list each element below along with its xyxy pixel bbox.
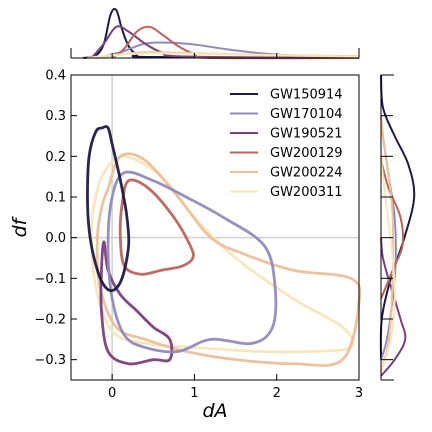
legend-label: GW200224 [270, 166, 343, 181]
y-tick-label: −0.3 [34, 353, 66, 368]
legend-label: GW190521 [270, 127, 343, 142]
joint-frame [70, 74, 360, 381]
top-marginal-panel [70, 7, 360, 60]
contour-GW150914 [86, 125, 131, 292]
x-tick-label: 0 [108, 386, 116, 401]
y-tick-label: 0.0 [45, 231, 66, 246]
y-tick-label: 0.1 [45, 191, 66, 206]
legend-entry: GW200224 [230, 166, 343, 181]
legend-label: GW200129 [270, 146, 343, 161]
legend-entry: GW150914 [230, 88, 343, 103]
legend-entry: GW170104 [230, 107, 343, 122]
y-axis-label: df [9, 215, 31, 237]
marginal-y-GW190521 [380, 237, 407, 377]
contour-GW190521 [99, 240, 174, 366]
y-tick-label: 0.4 [45, 69, 66, 84]
contour-GW170104 [106, 170, 278, 354]
y-tick-label: 0.3 [45, 109, 66, 124]
contour-GW200129 [118, 178, 195, 276]
legend-entry: GW200311 [230, 185, 343, 200]
x-tick-label: 2 [273, 386, 281, 401]
right-marginal-panel [379, 74, 416, 381]
marginal-x-GW150914 [83, 7, 360, 59]
legend-label: GW170104 [270, 107, 343, 122]
x-axis-label: dA [202, 400, 227, 422]
marginal-y-GW200224 [380, 115, 395, 373]
y-tick-label: −0.1 [34, 272, 66, 287]
legend: GW150914 GW170104 GW190521 GW200129 GW200224… [230, 88, 343, 200]
marginal-y-GW200311 [380, 156, 396, 373]
y-tick-label: 0.2 [45, 150, 66, 165]
legend-label: GW150914 [270, 88, 343, 103]
x-tick-label: 3 [355, 386, 363, 401]
y-tick-label: −0.2 [34, 313, 66, 328]
legend-entry: GW200129 [230, 146, 343, 161]
marginal-x-GW200311 [87, 52, 360, 59]
x-tick-label: 1 [190, 386, 198, 401]
legend-label: GW200311 [270, 185, 343, 200]
legend-entry: GW190521 [230, 127, 343, 142]
joint-panel: 0 1 2 3 −0.3 −0.2 −0.1 0.0 0.1 0.2 0.3 0.4 dA df G… [9, 69, 363, 423]
